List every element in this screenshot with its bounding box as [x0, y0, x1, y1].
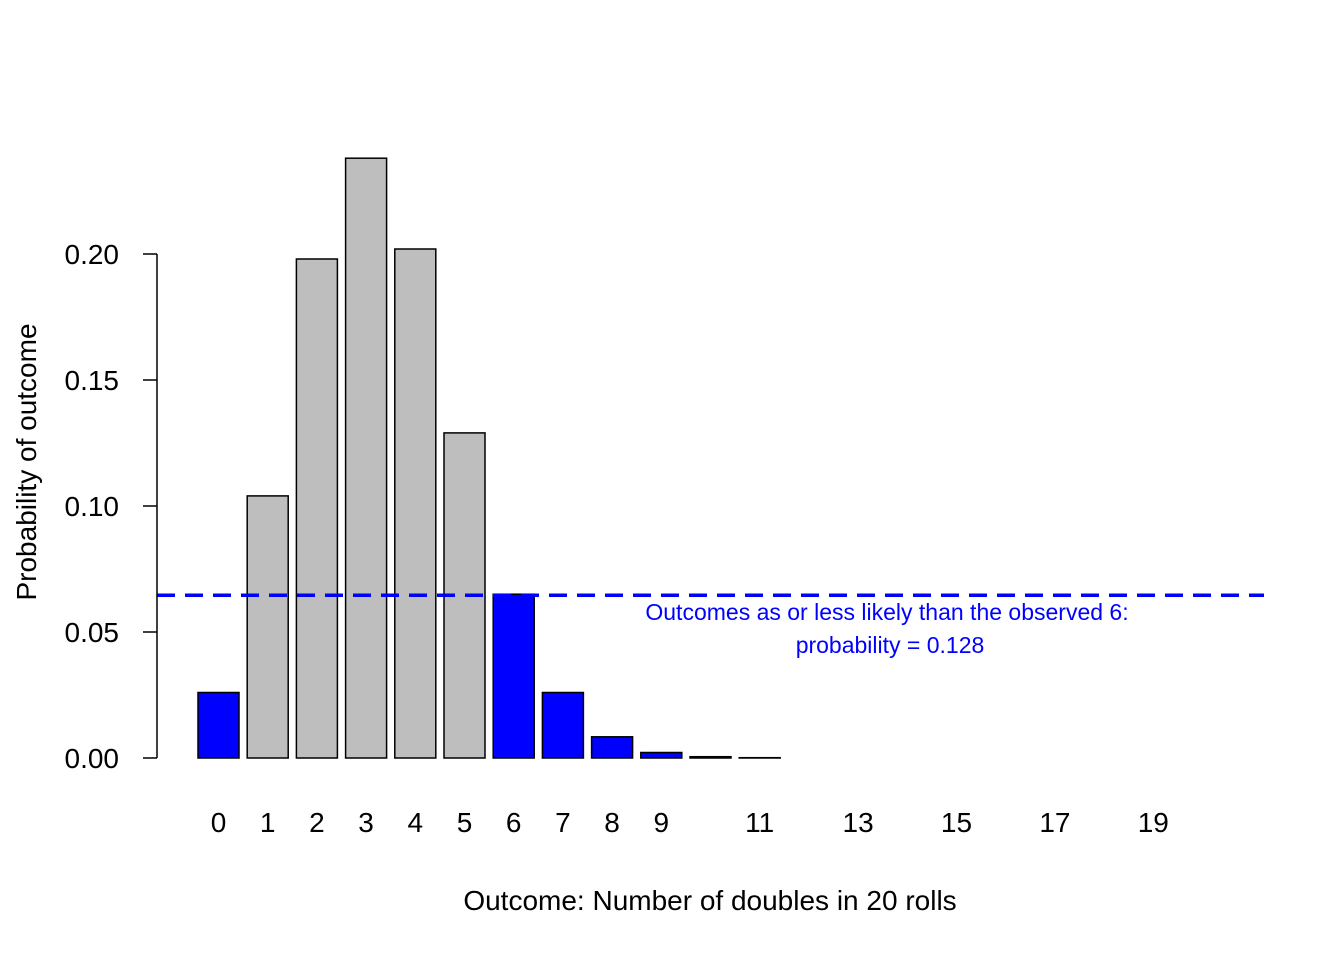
y-tick-label: 0.05 [65, 617, 120, 648]
bar-0 [197, 691, 240, 759]
x-tick-label-6: 6 [506, 807, 522, 838]
x-tick-label-4: 4 [408, 807, 424, 838]
y-tick-label: 0.00 [65, 743, 120, 774]
bar-3 [344, 157, 388, 759]
x-tick-label-3: 3 [358, 807, 374, 838]
bar-6 [492, 593, 535, 759]
x-tick-label-0: 0 [211, 807, 227, 838]
x-tick-label-17: 17 [1039, 807, 1070, 838]
bar-2 [295, 258, 339, 759]
y-tick-label: 0.15 [65, 365, 120, 396]
bar-9 [640, 751, 683, 759]
x-tick-label-13: 13 [843, 807, 874, 838]
x-axis-title: Outcome: Number of doubles in 20 rolls [463, 885, 956, 916]
y-axis: 0.00 0.05 0.10 0.15 0.20 [65, 239, 158, 774]
annotation-line-1: Outcomes as or less likely than the obse… [645, 599, 1128, 625]
bar-10 [689, 755, 732, 759]
bar-1 [246, 495, 289, 759]
bar-8 [590, 736, 634, 759]
x-tick-label-19: 19 [1138, 807, 1169, 838]
bar-7 [541, 691, 585, 759]
x-tick-label-2: 2 [309, 807, 325, 838]
x-tick-label-5: 5 [457, 807, 473, 838]
bars-group [197, 157, 781, 759]
x-tick-label-1: 1 [260, 807, 276, 838]
y-tick-label: 0.20 [65, 239, 120, 270]
x-tick-label-8: 8 [604, 807, 620, 838]
bar-4 [394, 248, 437, 759]
x-tick-label-15: 15 [941, 807, 972, 838]
x-axis-tick-labels: 0 1 2 3 4 5 6 7 8 9 11 13 15 17 19 [211, 807, 1169, 838]
x-tick-label-9: 9 [654, 807, 670, 838]
annotation-line-2: probability = 0.128 [796, 632, 985, 658]
x-tick-label-7: 7 [555, 807, 571, 838]
x-tick-label-11: 11 [745, 807, 774, 838]
y-tick-label: 0.10 [65, 491, 120, 522]
y-axis-title: Probability of outcome [11, 323, 42, 600]
